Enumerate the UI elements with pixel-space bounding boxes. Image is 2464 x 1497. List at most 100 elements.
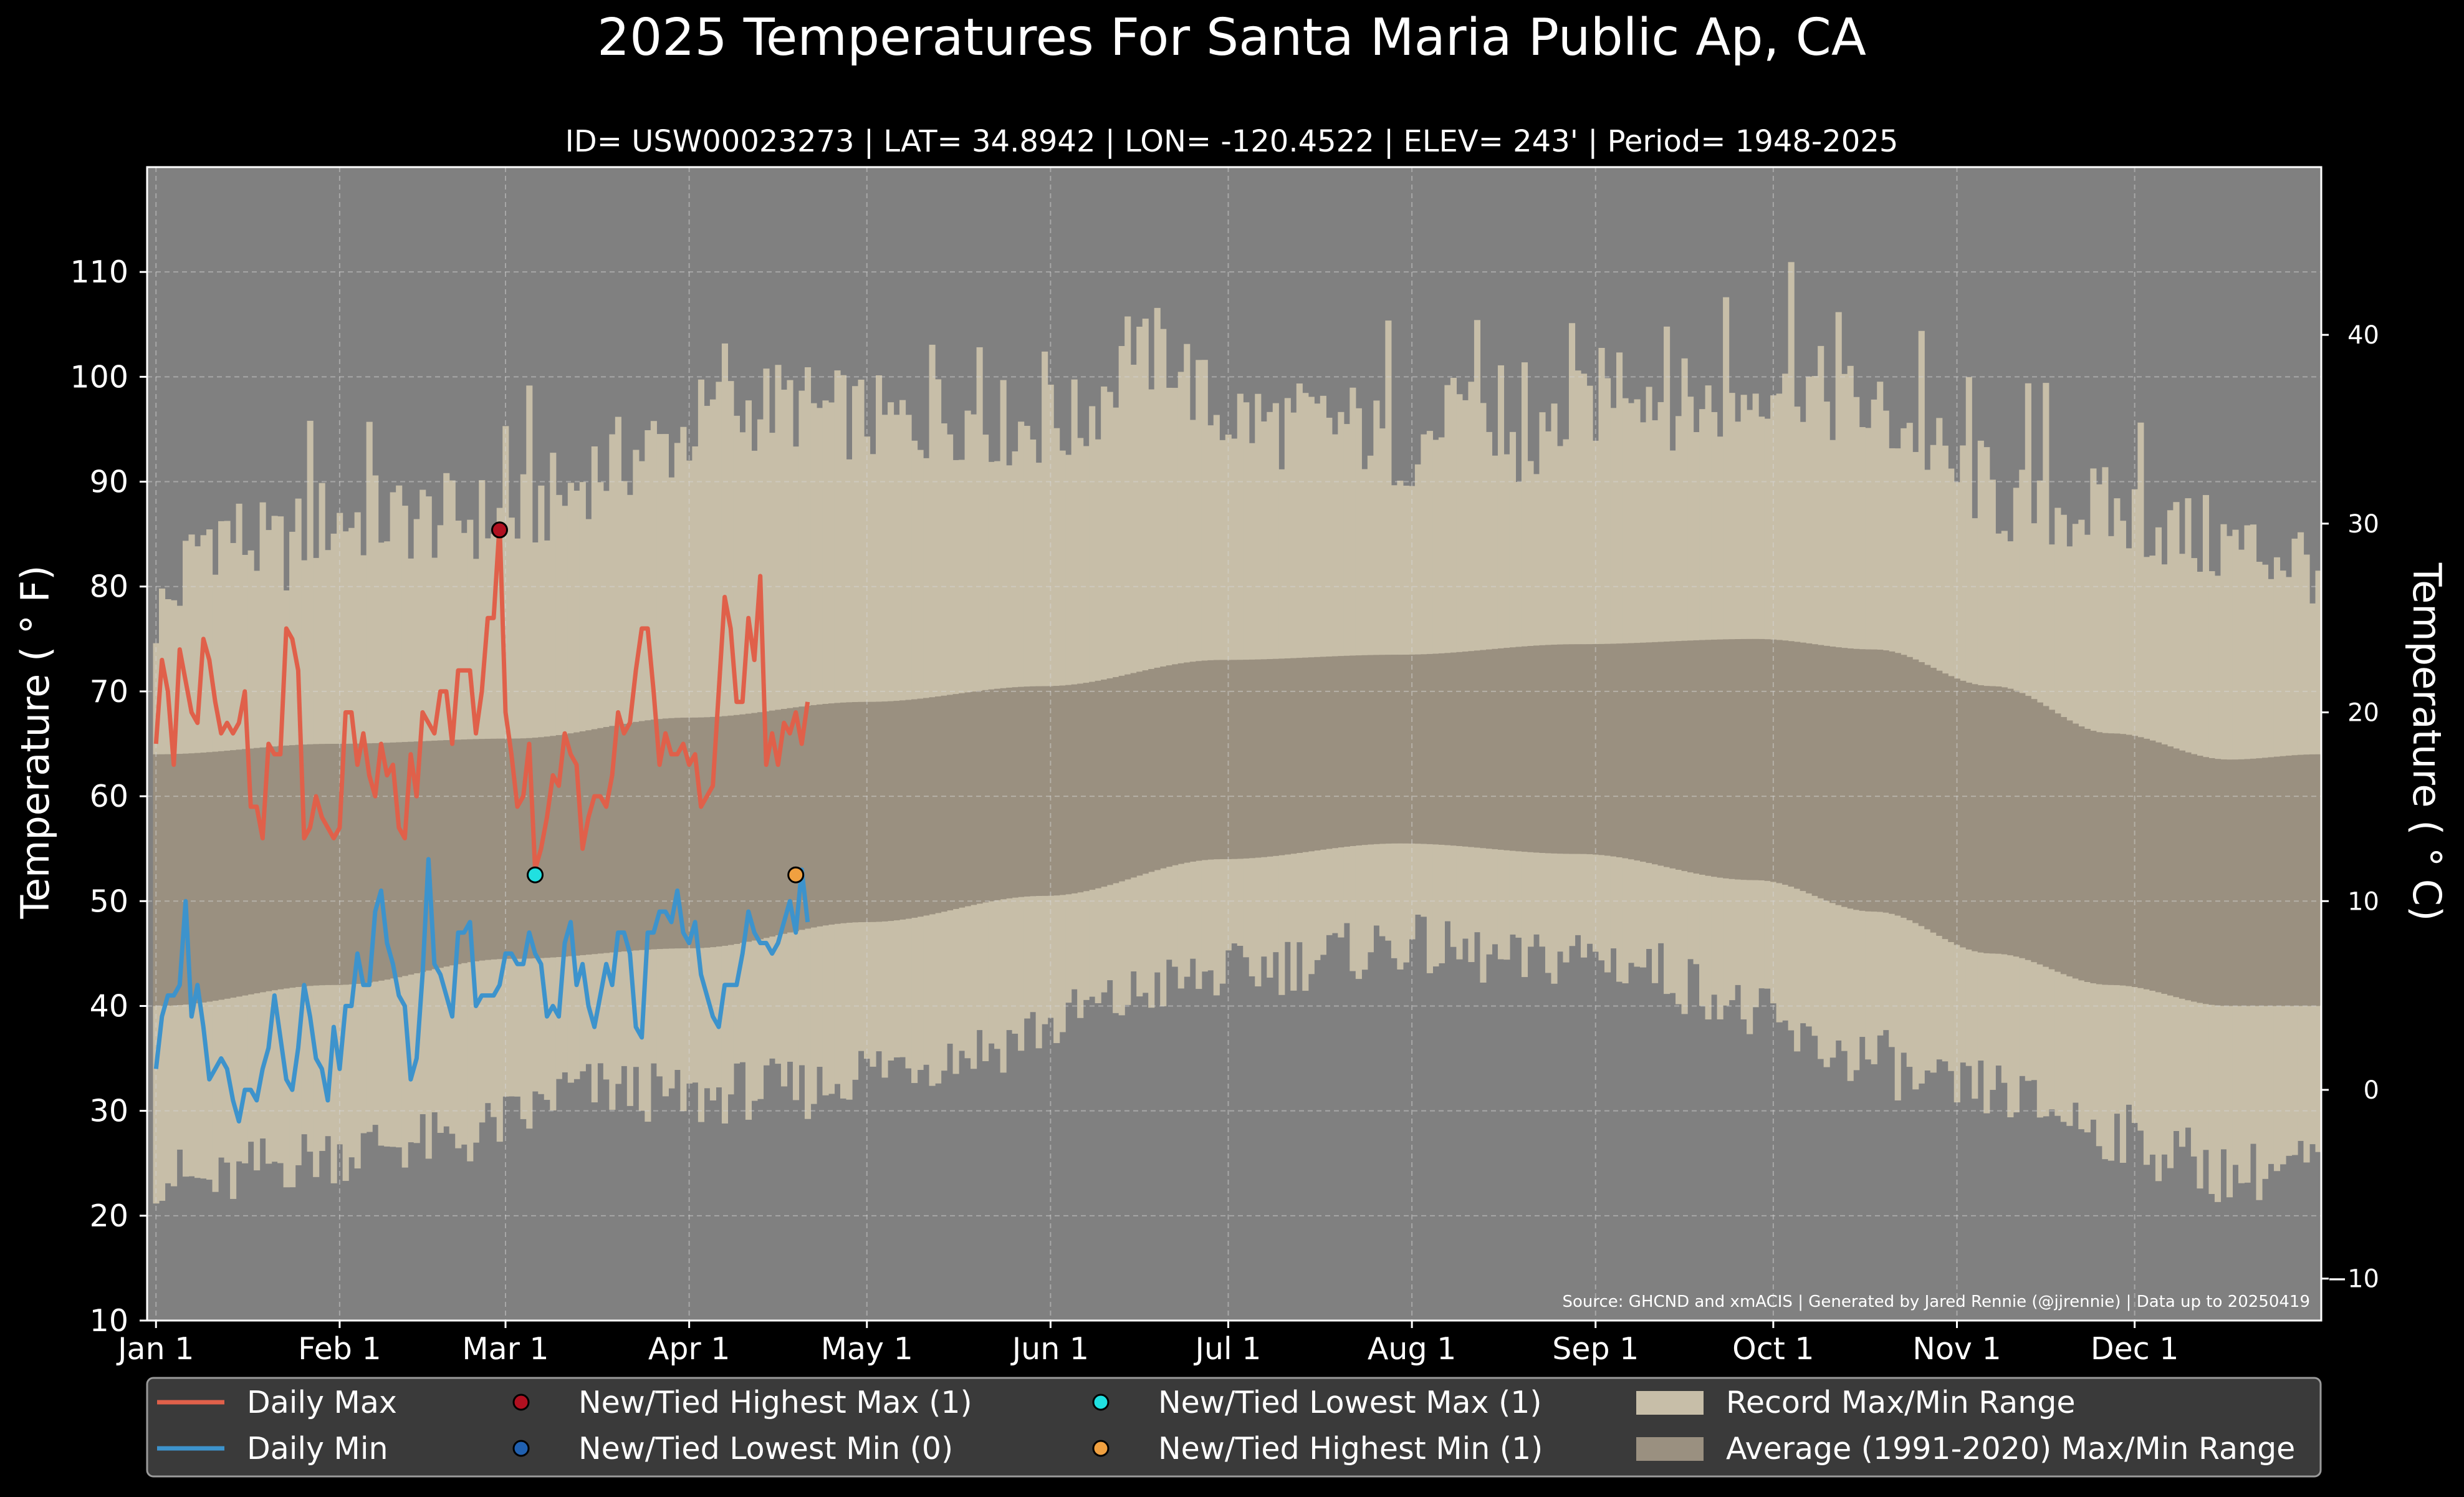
normal-range-bar (1361, 655, 1368, 845)
normal-range-bar (461, 739, 467, 963)
normal-range-bar (1515, 647, 1522, 852)
normal-range-bar (1823, 645, 1830, 901)
normal-range-bar (1882, 650, 1889, 913)
normal-range-bar (1379, 655, 1386, 844)
normal-range-bar (656, 719, 663, 950)
normal-range-bar (1485, 649, 1493, 849)
y-right-tick-label: 20 (2347, 699, 2379, 728)
normal-range-bar (1444, 653, 1451, 845)
normal-range-bar (425, 741, 432, 971)
normal-range-bar (2250, 758, 2257, 1006)
normal-range-bar (1859, 649, 1866, 911)
normal-range-bar (1492, 648, 1498, 850)
normal-range-bar (550, 736, 557, 958)
normal-range-bar (1101, 679, 1108, 887)
normal-range-bar (567, 733, 574, 956)
normal-range-bar (959, 693, 966, 908)
normal-range-bar (366, 743, 373, 983)
normal-range-bar (1906, 657, 1913, 920)
normal-range-bar (401, 742, 408, 976)
normal-range-bar (1421, 654, 1427, 844)
normal-range-bar (1894, 653, 1901, 916)
normal-range-bar (2084, 728, 2091, 983)
normal-range-bar (1414, 654, 1421, 844)
normal-range-bar (283, 745, 290, 989)
normal-range-bar (1563, 644, 1570, 854)
normal-range-bar (603, 727, 610, 953)
normal-range-bar (1278, 658, 1285, 855)
normal-range-bar (1118, 675, 1125, 882)
normal-range-bar (1509, 647, 1517, 851)
normal-range-bar (721, 716, 729, 946)
normal-range-bar (1965, 682, 1972, 950)
normal-range-bar (1071, 684, 1078, 893)
normal-range-bar (888, 701, 894, 922)
normal-range-bar (899, 700, 906, 920)
normal-range-bar (544, 736, 550, 958)
normal-range-bar (502, 738, 509, 959)
normal-range-bar (941, 695, 947, 912)
y-tick-label: 110 (70, 254, 128, 290)
normal-range-bar (2007, 688, 2014, 956)
record-range-bar (1568, 323, 1576, 946)
normal-range-bar (277, 746, 284, 989)
normal-range-bar (2309, 754, 2316, 1006)
normal-range-bar (645, 720, 651, 950)
legend-label: Record Max/Min Range (1726, 1385, 2076, 1420)
normal-range-bar (1172, 664, 1179, 865)
x-tick-label: Jul 1 (1194, 1331, 1262, 1367)
normal-range-bar (408, 741, 415, 975)
normal-range-bar (911, 699, 918, 918)
normal-range-bar (1391, 655, 1397, 844)
normal-range-bar (1811, 644, 1818, 896)
normal-range-bar (2232, 759, 2239, 1006)
normal-range-bar (1035, 686, 1042, 896)
normal-range-bar (757, 712, 764, 940)
normal-range-bar (615, 724, 621, 952)
normal-range-bar (1806, 643, 1813, 893)
normal-range-bar (1267, 659, 1273, 857)
normal-range-bar (716, 716, 722, 947)
normal-range-bar (443, 740, 450, 967)
record-markers (491, 521, 805, 883)
normal-range-bar (1207, 660, 1214, 860)
normal-range-bar (609, 726, 616, 953)
normal-range-bar (1166, 665, 1172, 867)
normal-range-bar (1705, 640, 1712, 876)
normal-range-bar (1604, 643, 1611, 856)
normal-range-bar (2208, 758, 2215, 1005)
normal-range-bar (2036, 702, 2043, 965)
normal-range-bar (1320, 657, 1326, 850)
normal-range-bar (2315, 754, 2322, 1006)
normal-range-bar (1598, 643, 1605, 855)
daily-max-line (153, 521, 810, 872)
normal-range-bar (1717, 639, 1723, 878)
normal-range-bar (1693, 640, 1700, 874)
normal-range-bar (792, 707, 800, 931)
normal-range-bar (2043, 706, 2049, 967)
normal-range-bar (680, 718, 687, 949)
x-tick-label: Sep 1 (1552, 1331, 1639, 1367)
normal-range-bar (1527, 646, 1534, 852)
normal-range-bar (1533, 645, 1540, 853)
normal-range-bar (1095, 680, 1101, 888)
normal-range-bar (1201, 660, 1208, 860)
normal-range-bar (1148, 668, 1155, 872)
normal-range-bar (751, 713, 758, 941)
record-range-bar (1184, 344, 1191, 977)
normal-range-bar (330, 744, 337, 985)
normal-range-bar (1106, 678, 1113, 885)
daily-min-line (153, 857, 810, 1124)
normal-range-bar (1918, 662, 1925, 927)
normal-range-bar (2285, 755, 2293, 1006)
normal-range-bar (1539, 645, 1546, 853)
normal-range-bar (1580, 644, 1588, 854)
normal-range-bar (1290, 658, 1297, 854)
normal-range-bar (1130, 673, 1137, 878)
normal-range-bar (2025, 696, 2031, 960)
normal-range-bar (2220, 759, 2227, 1006)
normal-range-bar (2131, 736, 2138, 988)
normal-range-bar (1983, 686, 1990, 953)
normal-range-bar (165, 754, 171, 1006)
normal-range-bar (2185, 752, 2192, 1001)
